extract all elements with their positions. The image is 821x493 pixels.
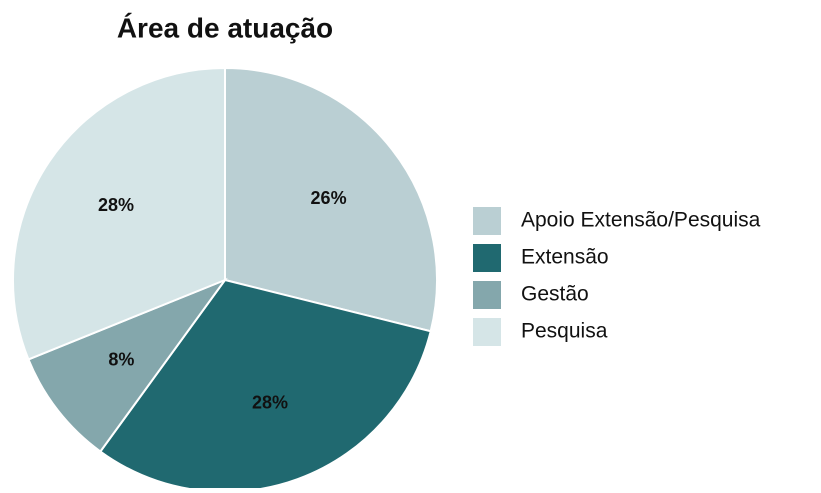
legend-swatch — [473, 281, 501, 309]
legend-swatch — [473, 207, 501, 235]
legend-label: Extensão — [521, 246, 609, 269]
data-label: 28% — [98, 195, 134, 215]
legend-label: Apoio Extensão/Pesquisa — [521, 209, 761, 232]
pie-slice — [98, 278, 432, 493]
legend-swatch — [473, 244, 501, 272]
data-label: 28% — [252, 392, 288, 412]
legend-label: Pesquisa — [521, 320, 608, 343]
data-label: 8% — [108, 350, 134, 370]
pie-slice — [224, 66, 438, 333]
pie-slice — [12, 66, 226, 361]
data-label: 26% — [311, 188, 347, 208]
legend-label: Gestão — [521, 283, 589, 306]
legend-swatch — [473, 318, 501, 346]
pie-slice — [27, 277, 228, 453]
chart-title: Área de atuação — [117, 12, 333, 43]
